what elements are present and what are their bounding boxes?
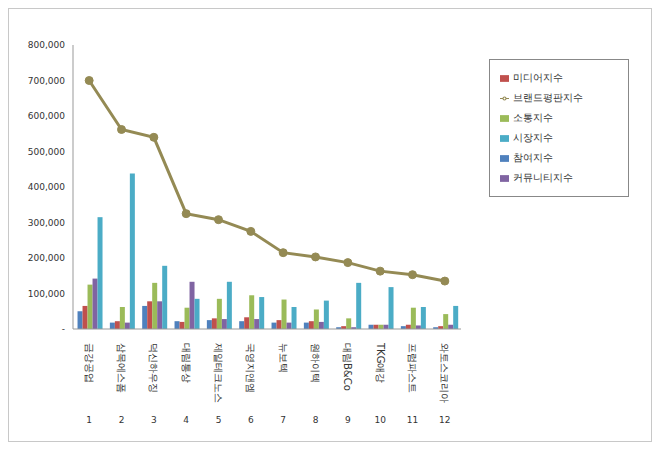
svg-text:7: 7 — [280, 415, 286, 425]
svg-text:12: 12 — [439, 415, 450, 425]
svg-text:400,000: 400,000 — [28, 182, 65, 192]
svg-text:프럼파스트: 프럼파스트 — [407, 343, 418, 393]
svg-text:TKG애강: TKG애강 — [375, 342, 386, 383]
svg-text:뉴보텍: 뉴보텍 — [278, 343, 289, 373]
svg-text:덕신하우징: 덕신하우징 — [148, 343, 159, 393]
svg-text:1: 1 — [86, 415, 92, 425]
svg-text:4: 4 — [183, 415, 189, 425]
svg-text:와토스코리아: 와토스코리아 — [439, 343, 450, 403]
svg-text:제일테크노스: 제일테크노스 — [213, 343, 224, 403]
html-text:시장지수: 시장지수 — [513, 132, 553, 143]
html-text:참여지수: 참여지수 — [513, 152, 553, 163]
svg-text:700,000: 700,000 — [28, 76, 65, 86]
svg-text:5: 5 — [216, 415, 222, 425]
svg-text:600,000: 600,000 — [28, 111, 65, 121]
svg-text:대림통상: 대림통상 — [181, 343, 192, 383]
svg-text:800,000: 800,000 — [28, 40, 65, 50]
svg-text:100,000: 100,000 — [28, 289, 65, 299]
html-text:브랜드평판지수: 브랜드평판지수 — [513, 92, 583, 103]
svg-text:국영지앤엠: 국영지앤엠 — [245, 343, 256, 393]
svg-text:300,000: 300,000 — [28, 218, 65, 228]
svg-text:원하이텍: 원하이텍 — [310, 343, 321, 383]
svg-text:200,000: 200,000 — [28, 253, 65, 263]
svg-text:2: 2 — [119, 415, 125, 425]
svg-text:10: 10 — [374, 415, 386, 425]
svg-text:11: 11 — [407, 415, 418, 425]
svg-text:3: 3 — [151, 415, 157, 425]
svg-text:대림B&Co: 대림B&Co — [342, 343, 353, 391]
html-text:커뮤니티지수: 커뮤니티지수 — [513, 172, 573, 183]
svg-text:9: 9 — [345, 415, 351, 425]
svg-text:8: 8 — [313, 415, 319, 425]
html-text:미디어지수: 미디어지수 — [513, 72, 563, 83]
svg-text:6: 6 — [248, 415, 254, 425]
svg-text:-: - — [62, 324, 65, 334]
svg-text:500,000: 500,000 — [28, 147, 65, 157]
html-text:소통지수: 소통지수 — [513, 112, 553, 123]
svg-text:삼목에스폼: 삼목에스폼 — [116, 343, 127, 393]
svg-text:금강공업: 금강공업 — [84, 343, 95, 383]
